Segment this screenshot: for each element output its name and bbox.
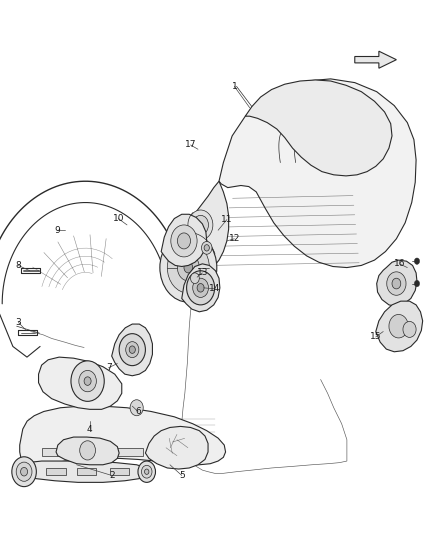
- Text: 12: 12: [229, 235, 240, 243]
- Circle shape: [71, 361, 104, 401]
- Circle shape: [21, 467, 28, 476]
- Polygon shape: [39, 357, 122, 409]
- Circle shape: [197, 284, 204, 292]
- Text: 13: 13: [197, 269, 208, 277]
- Polygon shape: [159, 448, 184, 456]
- Polygon shape: [77, 448, 102, 456]
- Polygon shape: [21, 461, 149, 482]
- Polygon shape: [77, 468, 96, 475]
- Polygon shape: [110, 468, 129, 475]
- Polygon shape: [182, 264, 220, 312]
- Circle shape: [188, 210, 213, 240]
- Circle shape: [84, 377, 91, 385]
- Circle shape: [141, 465, 152, 478]
- Circle shape: [204, 245, 209, 251]
- Polygon shape: [355, 51, 396, 68]
- Circle shape: [145, 469, 149, 474]
- Text: 11: 11: [221, 215, 233, 224]
- Circle shape: [177, 254, 199, 281]
- Circle shape: [160, 233, 217, 302]
- Circle shape: [187, 271, 215, 305]
- Circle shape: [201, 241, 212, 254]
- Circle shape: [12, 457, 36, 487]
- Circle shape: [79, 370, 96, 392]
- Text: 6: 6: [135, 407, 141, 416]
- Circle shape: [80, 441, 95, 460]
- Text: 8: 8: [15, 261, 21, 270]
- Polygon shape: [116, 448, 143, 456]
- Polygon shape: [20, 406, 226, 465]
- Circle shape: [129, 346, 135, 353]
- Polygon shape: [145, 426, 208, 469]
- Text: 1: 1: [231, 82, 237, 91]
- Text: 15: 15: [370, 333, 381, 341]
- Polygon shape: [46, 468, 66, 475]
- Circle shape: [414, 258, 420, 264]
- Circle shape: [130, 400, 143, 416]
- Text: 17: 17: [185, 141, 196, 149]
- Text: 9: 9: [54, 226, 60, 235]
- Circle shape: [414, 280, 420, 287]
- Circle shape: [193, 215, 208, 235]
- Polygon shape: [161, 214, 207, 266]
- Circle shape: [387, 272, 406, 295]
- Polygon shape: [184, 181, 229, 272]
- Text: 14: 14: [209, 285, 220, 293]
- Text: 5: 5: [179, 471, 185, 480]
- Polygon shape: [377, 260, 417, 306]
- Polygon shape: [112, 324, 152, 376]
- Circle shape: [126, 342, 139, 358]
- Text: 3: 3: [15, 318, 21, 327]
- Text: 7: 7: [106, 364, 112, 372]
- Text: 2: 2: [109, 471, 114, 480]
- Text: 16: 16: [394, 260, 405, 268]
- Polygon shape: [56, 437, 119, 465]
- Circle shape: [184, 262, 193, 273]
- Text: 4: 4: [87, 425, 92, 433]
- Polygon shape: [219, 79, 416, 268]
- Circle shape: [193, 278, 208, 297]
- Circle shape: [403, 321, 416, 337]
- Polygon shape: [42, 448, 67, 456]
- Polygon shape: [376, 301, 423, 352]
- Circle shape: [16, 462, 32, 481]
- Circle shape: [392, 278, 401, 289]
- Circle shape: [177, 233, 191, 249]
- Polygon shape: [245, 80, 392, 176]
- Circle shape: [171, 225, 197, 257]
- Text: 10: 10: [113, 214, 124, 223]
- Circle shape: [167, 242, 209, 293]
- Circle shape: [389, 314, 408, 338]
- Circle shape: [138, 461, 155, 482]
- Circle shape: [191, 273, 199, 284]
- Circle shape: [119, 334, 145, 366]
